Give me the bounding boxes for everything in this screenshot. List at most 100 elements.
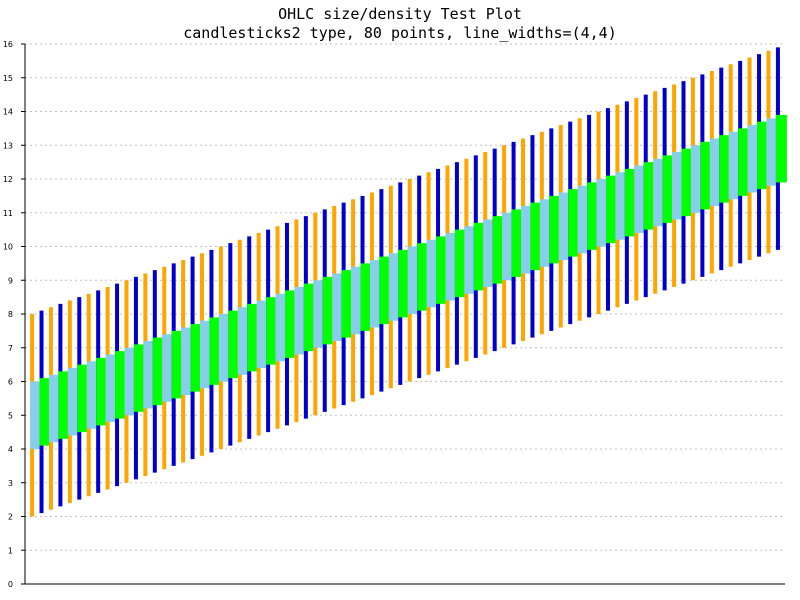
candle-body [39,378,51,446]
candle-body [48,374,60,443]
candle-body [539,199,551,267]
candle-body [558,192,570,260]
candle-body [152,337,164,406]
candle-body [58,371,70,439]
candle-body [275,293,287,362]
candle-body [766,118,778,186]
y-tick-label-5: 5 [8,411,13,420]
y-tick-label-9: 9 [8,276,13,285]
candle-body [690,145,702,213]
candle-body [615,172,627,240]
candle-body [171,330,183,399]
candle-body [143,341,155,409]
y-tick-label-14: 14 [3,108,13,117]
candle-body [341,270,353,338]
candle-body [643,162,655,230]
candle-body [115,351,127,419]
candle-body [587,182,599,250]
candle-body [681,148,693,217]
y-tick-label-7: 7 [8,344,13,353]
candle-body [728,131,740,200]
candle-body [624,168,636,237]
candle-body [181,327,193,395]
candle-body [266,297,278,365]
candle-body [634,165,646,233]
candle-body [757,121,769,190]
candle-body [200,320,212,389]
candle-body [700,141,712,210]
candle-body [407,246,419,314]
candle-body [322,276,334,345]
candle-body [492,216,504,284]
y-tick-label-12: 12 [3,175,13,184]
chart-title: OHLC size/density Test Plot [278,5,522,23]
y-tick-label-13: 13 [3,141,13,150]
candle-body [719,135,731,203]
candle-body [133,344,145,412]
candle-body [738,128,750,196]
candle-body [86,361,98,429]
y-tick-label-6: 6 [8,378,13,387]
grid-lines [25,43,785,551]
candle-body [256,300,268,368]
candle-body [577,185,589,254]
candle-body [124,347,136,416]
y-tick-label-15: 15 [3,74,13,83]
y-tick-label-10: 10 [3,243,13,252]
candle-body [605,175,617,244]
candle-body [747,125,759,193]
candle-body [398,249,410,318]
candle-body [209,317,221,385]
candle-body [351,266,363,335]
y-tick-label-2: 2 [8,513,13,522]
y-tick-label-0: 0 [8,580,13,589]
candle-body [30,381,42,449]
candle-body [653,158,665,227]
chart-subtitle: candlesticks2 type, 80 points, line_widt… [183,24,616,42]
candle-body [105,354,117,422]
candle-body [426,239,438,308]
candle-body [284,290,296,358]
candle-body [775,114,787,183]
candle-body [502,212,514,281]
candle-body [294,287,306,355]
y-tick-label-4: 4 [8,445,13,454]
candle-body [190,324,202,392]
candle-body [662,155,674,223]
candle-body [672,152,684,220]
candle-body [521,206,533,274]
candle-body [511,209,523,277]
candle-body [530,202,542,271]
candle-body [473,222,485,291]
candle-body [436,236,448,304]
candle-body [313,280,325,348]
candle-body [228,310,240,379]
y-tick-label-16: 16 [3,40,13,49]
y-tick-label-11: 11 [3,209,13,218]
candle-body [417,243,429,311]
candlestick-series [30,47,787,517]
candle-body [360,263,372,331]
candle-body [379,256,391,325]
candle-body [445,233,457,301]
candle-body [596,179,608,247]
candle-body [96,357,108,426]
candle-body [247,303,259,372]
candle-body [454,229,466,298]
candle-body [388,253,400,321]
candle-body [483,219,495,287]
candle-body [218,314,230,382]
candle-body [709,138,721,206]
candle-body [237,307,249,375]
candle-body [77,364,89,433]
y-tick-label-3: 3 [8,479,13,488]
candle-body [568,189,580,257]
candle-body [369,260,381,328]
y-tick-label-8: 8 [8,310,13,319]
y-tick-label-1: 1 [8,546,13,555]
axes [24,44,785,585]
candle-body [162,334,174,402]
candle-body [332,273,344,341]
